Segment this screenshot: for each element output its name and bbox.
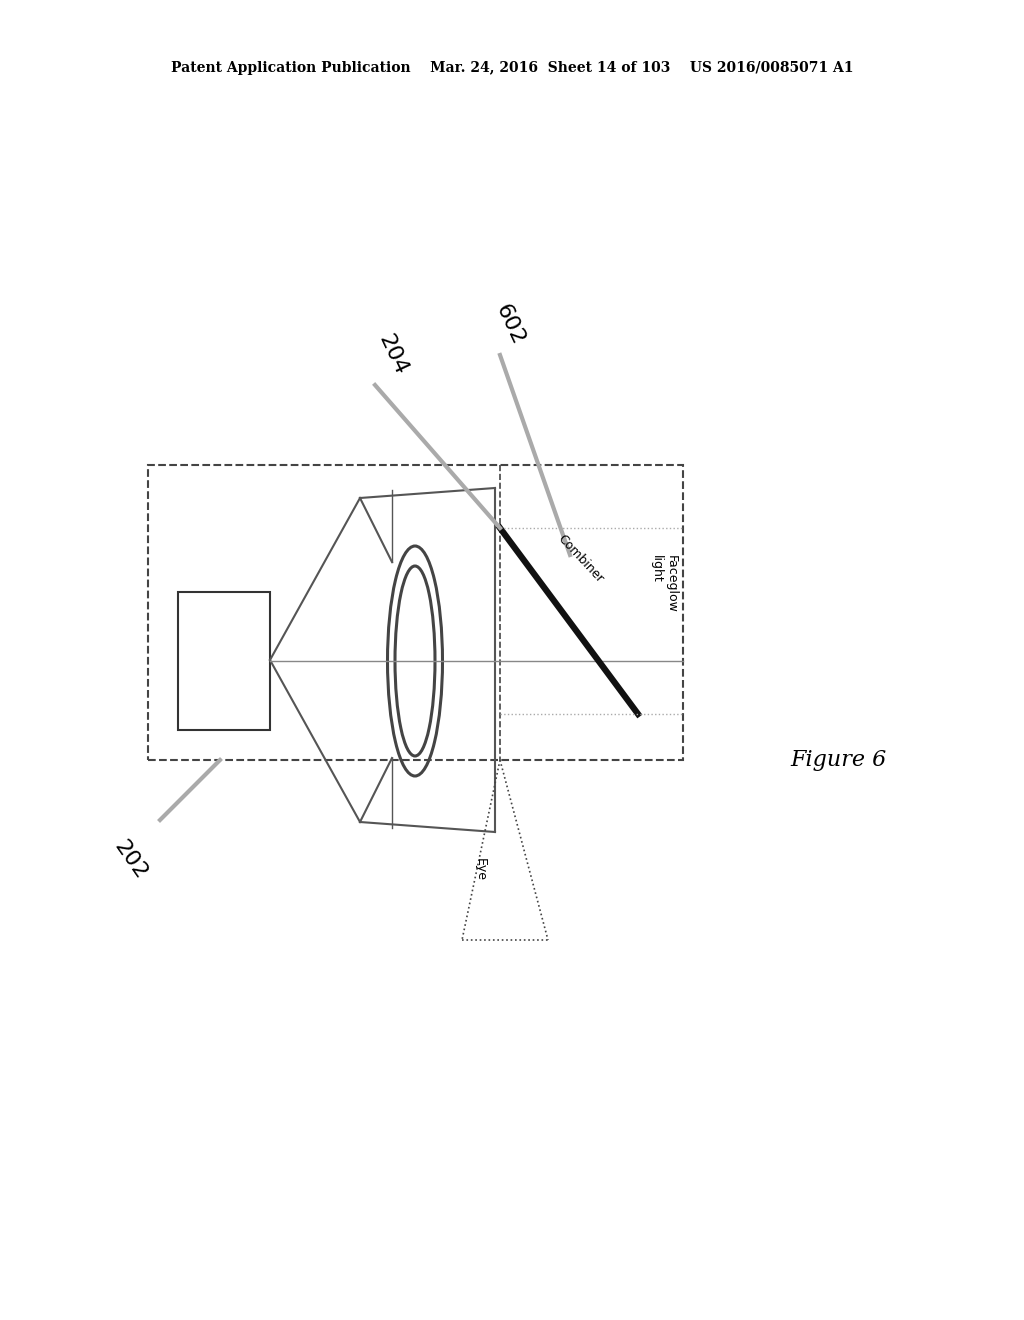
Text: Combiner: Combiner <box>555 532 606 585</box>
Text: Faceglow
light: Faceglow light <box>650 554 678 612</box>
Text: Figure 6: Figure 6 <box>790 748 886 771</box>
Text: 202: 202 <box>110 837 151 883</box>
Text: 204: 204 <box>375 331 411 379</box>
Text: Eye: Eye <box>473 858 486 882</box>
Bar <box>148 465 683 760</box>
Text: Patent Application Publication    Mar. 24, 2016  Sheet 14 of 103    US 2016/0085: Patent Application Publication Mar. 24, … <box>171 61 853 75</box>
Bar <box>178 591 270 730</box>
Text: 602: 602 <box>492 301 528 348</box>
